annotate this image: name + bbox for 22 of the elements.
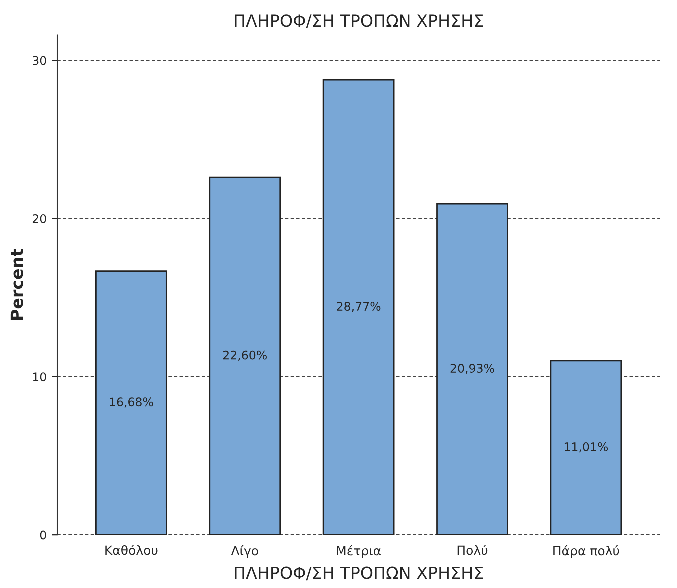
data-label: 16,68% — [110, 398, 154, 408]
y-tick-label: 10 — [33, 372, 46, 382]
bar — [436, 203, 508, 536]
data-label: 11,01% — [564, 442, 608, 453]
x-axis-title: ΠΛΗΡΟΦ/ΣΗ ΤΡΟΠΩΝ ΧΡΗΣΗΣ — [235, 566, 484, 581]
x-tick-label: Μέτρια — [337, 545, 381, 558]
y-axis-title: Percent — [10, 249, 24, 320]
x-tick-label: Καθόλου — [106, 544, 158, 556]
bar — [322, 79, 395, 536]
x-tick-label: Λίγο — [231, 545, 258, 558]
data-label: 28,77% — [337, 302, 381, 312]
bar — [96, 270, 168, 536]
x-tick-label: Πολύ — [458, 544, 488, 556]
data-label: 20,93% — [450, 364, 494, 374]
y-tick-label: 20 — [32, 214, 46, 224]
x-tick-label: Πάρα πολύ — [554, 545, 620, 558]
bar — [209, 176, 282, 536]
bar — [550, 360, 622, 536]
data-label: 22,60% — [223, 350, 267, 361]
chart-title: ΠΛΗΡΟΦ/ΣΗ ΤΡΟΠΩΝ ΧΡΗΣΗΣ — [235, 14, 484, 28]
y-tick-label: 0 — [40, 530, 46, 540]
y-tick-label: 30 — [33, 56, 46, 66]
